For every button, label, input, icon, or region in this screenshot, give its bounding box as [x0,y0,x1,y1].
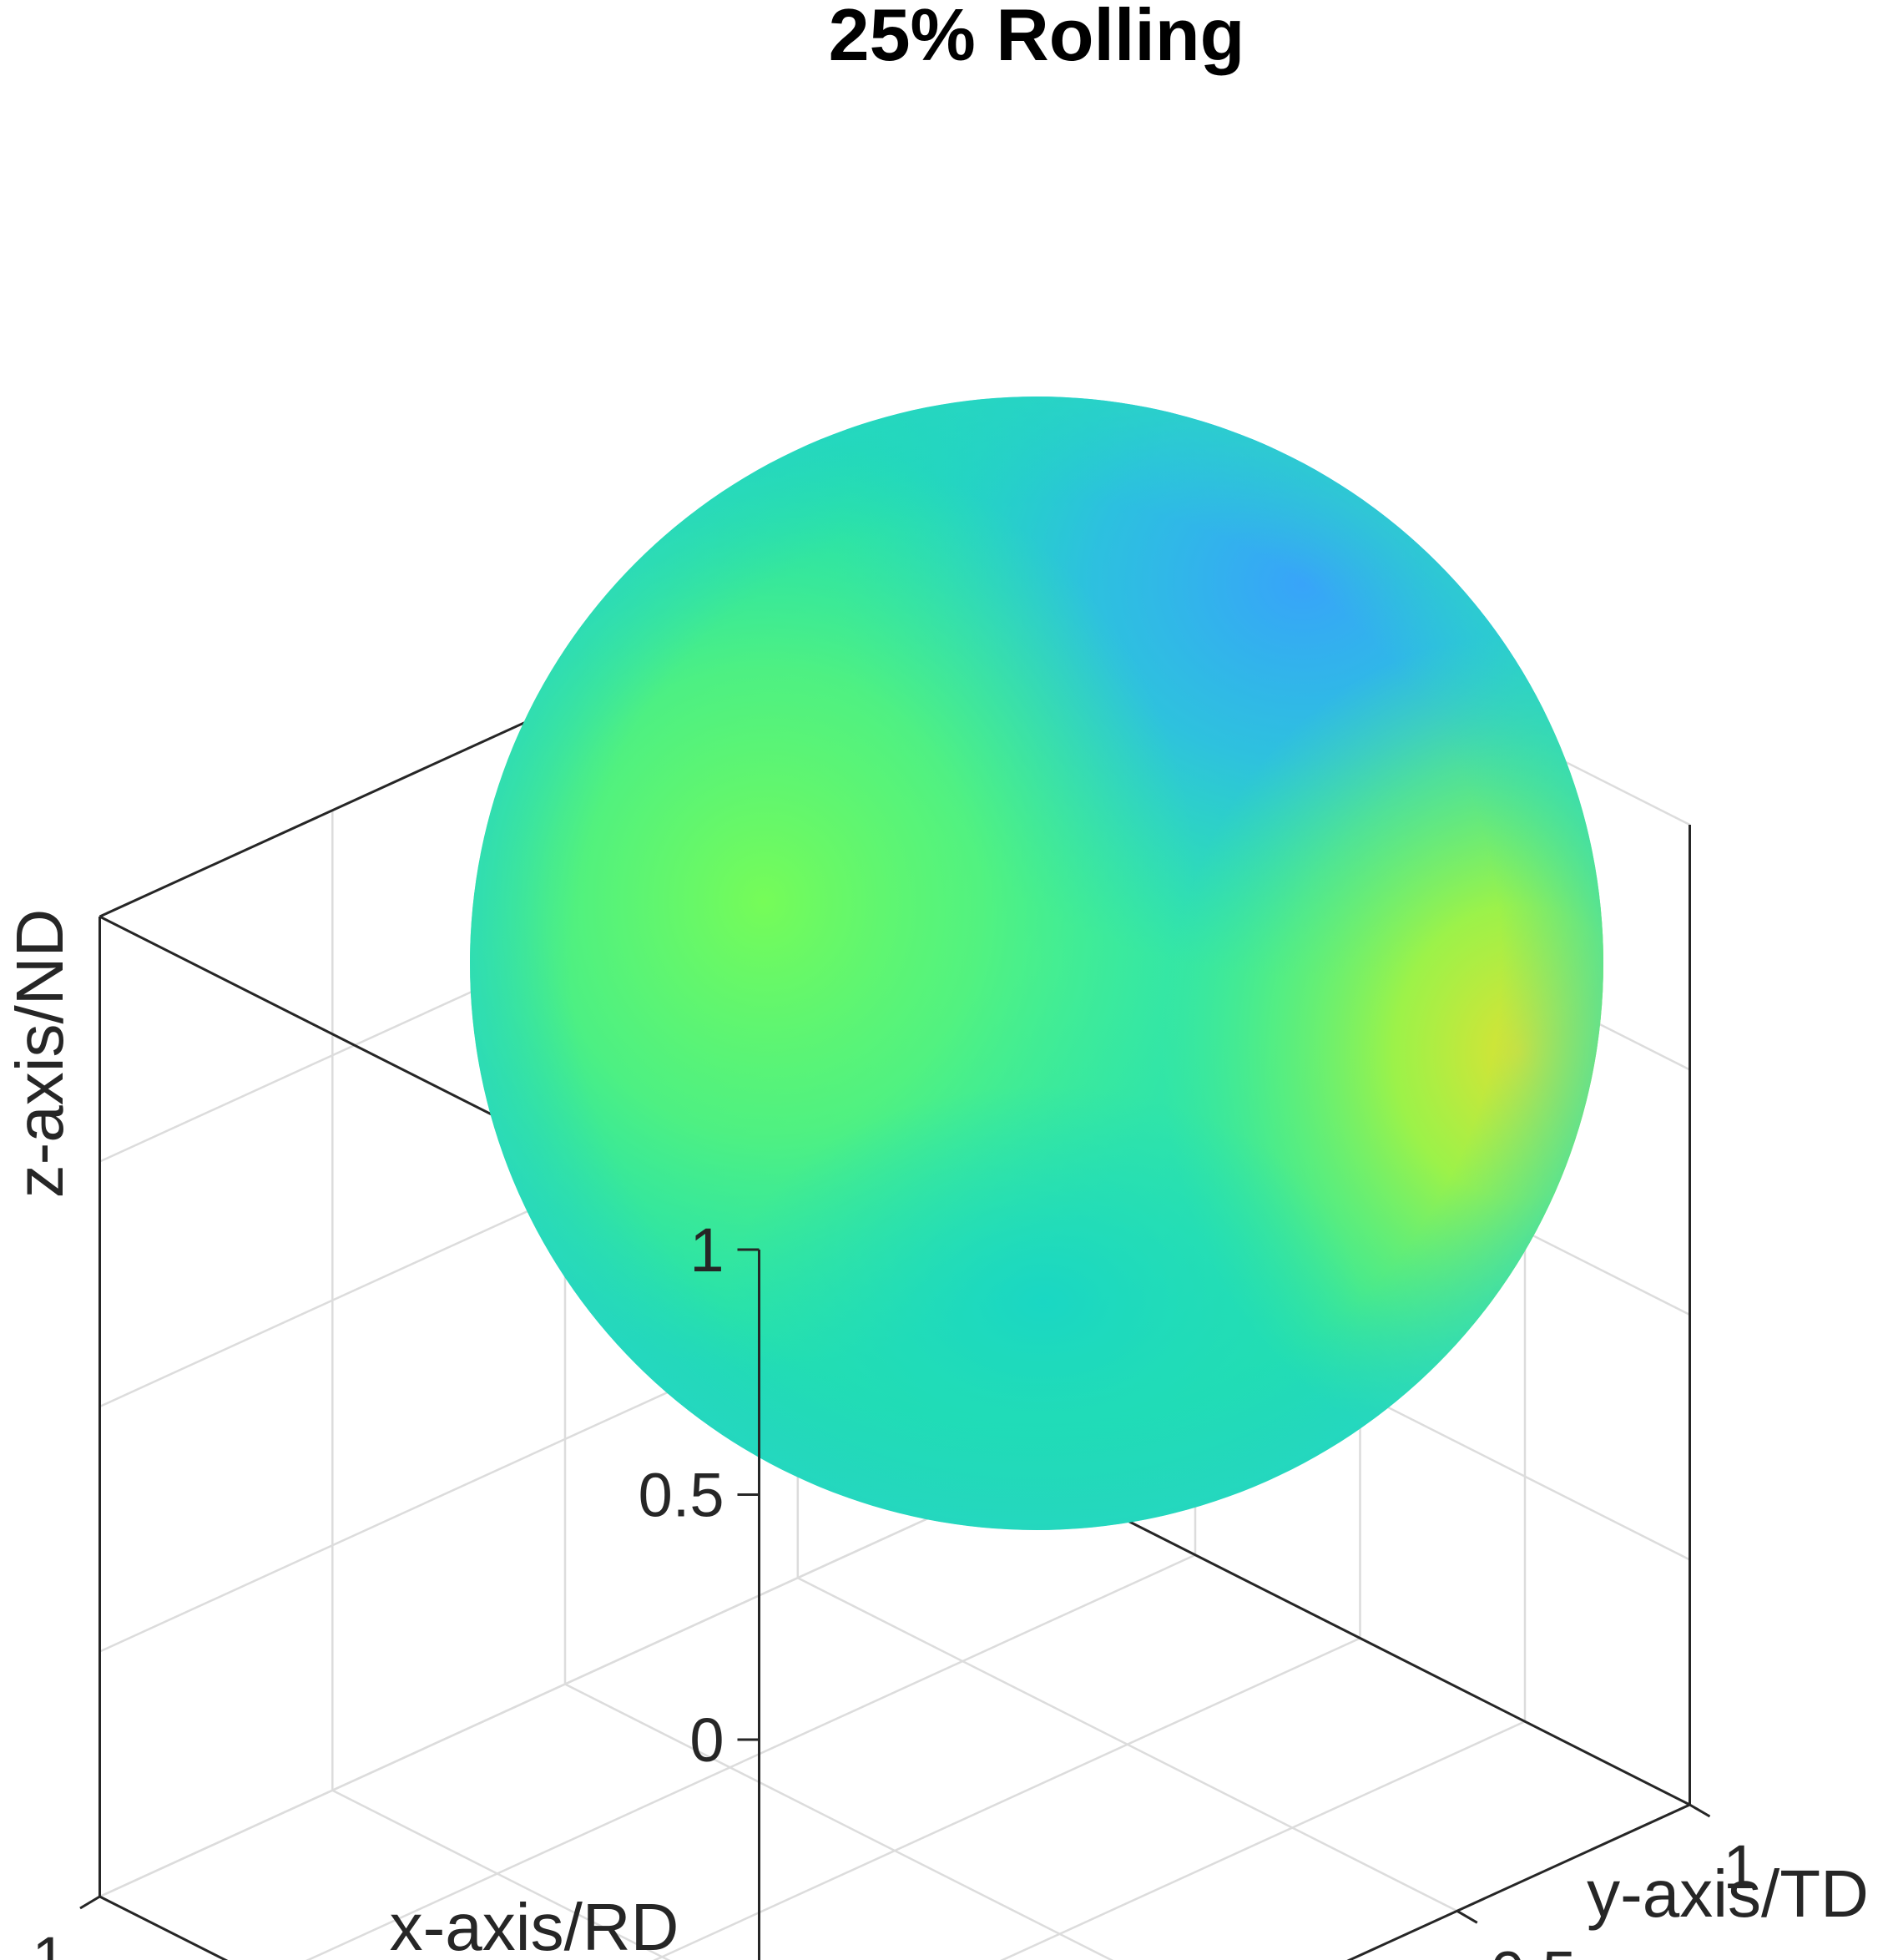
z-tick-label: -0.5 [618,1951,724,1960]
z-tick-label: 1 [689,1215,724,1285]
y-tick-label: 0.5 [1491,1938,1577,1960]
x-tick [79,1895,101,1910]
box-edge [98,1895,229,1960]
y-tick [1689,1803,1711,1818]
z-tick-label: 0 [689,1705,724,1775]
grid-line-x-floor [1347,1803,1691,1960]
sphere-surface [470,397,1603,1530]
y-tick-label: 1 [1724,1832,1758,1902]
z-axis-label: z-axis/ND [3,909,77,1199]
tick-labels: -1-0.500.51-1-0.500.51-1-0.500.51 [32,1215,1757,1960]
y-tick [1456,1910,1478,1924]
grid-line-y-floor [564,1683,1114,1960]
grid-line-y-floor [331,1789,671,1960]
x-tick-label: 1 [32,1924,66,1960]
grid-line-z-wall-b [98,1470,1032,1898]
box-edge [1029,1470,1691,1806]
x-axis-label: x-axis/RD [390,1890,679,1960]
z-tick-label: 0.5 [639,1461,724,1530]
chart-title: 25% Rolling [829,0,1245,76]
y-axis-label: y-axis/TD [1587,1856,1869,1931]
grid-line-y-floor [797,1577,1458,1912]
tick-marks [79,1248,1711,1924]
box-edge [1346,1803,1691,1960]
